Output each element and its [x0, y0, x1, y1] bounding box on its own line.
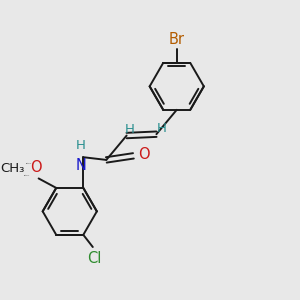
Text: H: H — [156, 122, 166, 135]
Text: Br: Br — [169, 32, 185, 47]
Text: N: N — [76, 158, 87, 173]
Text: Cl: Cl — [87, 251, 101, 266]
Text: O: O — [30, 160, 42, 175]
Text: CH₃: CH₃ — [0, 162, 25, 175]
Text: methoxy: methoxy — [26, 163, 32, 164]
Text: O: O — [138, 147, 150, 162]
Text: H: H — [125, 123, 135, 136]
Text: methoxy: methoxy — [24, 175, 30, 176]
Text: H: H — [76, 139, 86, 152]
